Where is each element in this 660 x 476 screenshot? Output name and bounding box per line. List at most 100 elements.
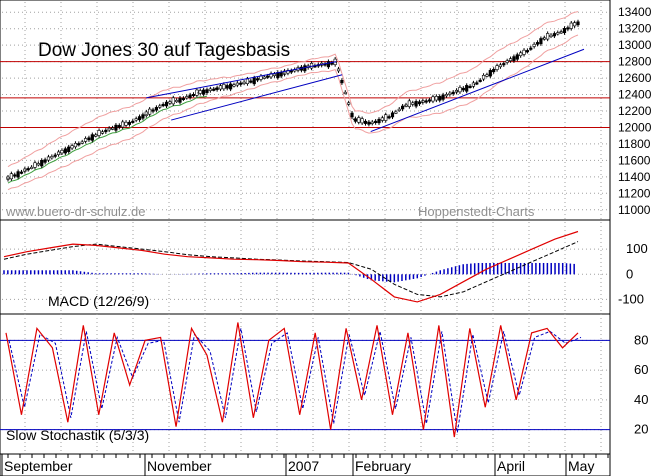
candle-body xyxy=(114,124,118,131)
candle-body xyxy=(434,96,438,101)
candle-body xyxy=(19,171,24,174)
candle-body xyxy=(475,82,479,85)
stoch-tick-label: 60 xyxy=(634,362,648,377)
candle-body xyxy=(30,166,34,169)
candle-body xyxy=(158,105,162,108)
x-tick-label: February xyxy=(355,458,411,474)
candle-body xyxy=(481,75,486,80)
candle-body xyxy=(60,150,64,154)
candle-body xyxy=(512,56,516,62)
price-point xyxy=(387,116,389,119)
candle-body xyxy=(401,105,405,110)
candle-body xyxy=(154,107,159,111)
candle-body xyxy=(441,94,445,100)
candle-body xyxy=(208,88,212,91)
candle-body xyxy=(212,88,216,91)
price-tick-label: 13400 xyxy=(618,5,652,19)
macd-title: MACD (12/26/9) xyxy=(48,293,149,309)
candle-body xyxy=(215,87,219,90)
x-tick-label: April xyxy=(497,458,525,474)
price-point xyxy=(577,22,579,24)
price-point xyxy=(76,144,78,146)
moving-average xyxy=(7,95,208,184)
candle-body xyxy=(468,85,472,89)
price-tick-label: 12400 xyxy=(618,88,652,102)
candle-body xyxy=(9,173,13,180)
candle-body xyxy=(343,91,347,95)
candle-body xyxy=(235,82,239,86)
xaxis-panel xyxy=(0,453,611,476)
candle-body xyxy=(485,74,489,77)
candle-body xyxy=(562,28,567,34)
candle-body xyxy=(427,99,432,102)
price-point xyxy=(421,101,424,103)
candle-body xyxy=(134,118,138,121)
candle-body xyxy=(451,91,455,95)
candle-body xyxy=(488,70,492,77)
price-point xyxy=(111,127,113,129)
candle-body xyxy=(225,85,229,89)
candle-body xyxy=(370,121,374,124)
price-point xyxy=(197,92,199,94)
candle-body xyxy=(374,120,378,124)
price-point xyxy=(7,177,9,180)
candle-body xyxy=(80,141,84,144)
candle-body xyxy=(26,168,30,171)
upper-band xyxy=(7,11,579,168)
candle-body xyxy=(121,121,125,128)
candle-body xyxy=(53,154,57,157)
candle-body xyxy=(448,92,452,95)
candle-body xyxy=(148,108,152,115)
chart-title: Dow Jones 30 auf Tagesbasis xyxy=(38,40,290,61)
x-tick-label: May xyxy=(568,458,594,474)
stoch-d-line xyxy=(8,328,582,433)
candle-body xyxy=(431,96,435,102)
price-point xyxy=(24,169,26,171)
axis-labels: 11000 11200 11400 11600 11800 12000 12200 12400… xyxy=(1,5,652,476)
candle-body xyxy=(131,120,135,123)
candle-body xyxy=(46,156,51,161)
candle-body xyxy=(326,61,331,68)
macd-line xyxy=(3,230,579,303)
price-point xyxy=(352,118,355,120)
candle-body xyxy=(394,111,398,114)
candle-body xyxy=(357,117,361,123)
price-point xyxy=(128,122,130,124)
candle-body xyxy=(566,27,570,30)
price-point xyxy=(214,88,216,90)
watermark-left: www.buero-dr-schulz.de xyxy=(5,204,145,219)
candle-body xyxy=(229,83,233,90)
candle-body xyxy=(175,99,179,103)
candle-body xyxy=(458,87,462,93)
price-point xyxy=(266,75,268,78)
price-point xyxy=(162,103,165,106)
candle-body xyxy=(107,127,111,131)
candle-body xyxy=(104,129,108,133)
candle-body xyxy=(502,63,506,66)
price-point xyxy=(473,84,475,86)
candle-body xyxy=(347,102,351,105)
candle-body xyxy=(117,125,121,128)
price-tick-label: 11400 xyxy=(618,170,651,184)
price-tick-label: 11800 xyxy=(618,137,651,151)
macd-panel xyxy=(0,219,611,315)
candle-body xyxy=(363,120,368,124)
candle-body xyxy=(519,52,523,57)
price-panel xyxy=(0,0,611,221)
candle-body xyxy=(63,148,67,154)
candle-body xyxy=(549,34,553,37)
candle-body xyxy=(141,114,145,119)
candle-body xyxy=(218,85,223,90)
candle-body xyxy=(33,162,37,168)
candle-body xyxy=(16,171,20,178)
price-point xyxy=(542,37,545,40)
candle-body xyxy=(404,104,408,107)
candle-body xyxy=(164,101,169,107)
price-point xyxy=(508,60,510,62)
candle-body xyxy=(50,156,54,159)
candle-body xyxy=(205,89,209,93)
price-tick-label: 12800 xyxy=(618,55,652,69)
price-point xyxy=(249,80,251,82)
candle-body xyxy=(444,94,449,97)
